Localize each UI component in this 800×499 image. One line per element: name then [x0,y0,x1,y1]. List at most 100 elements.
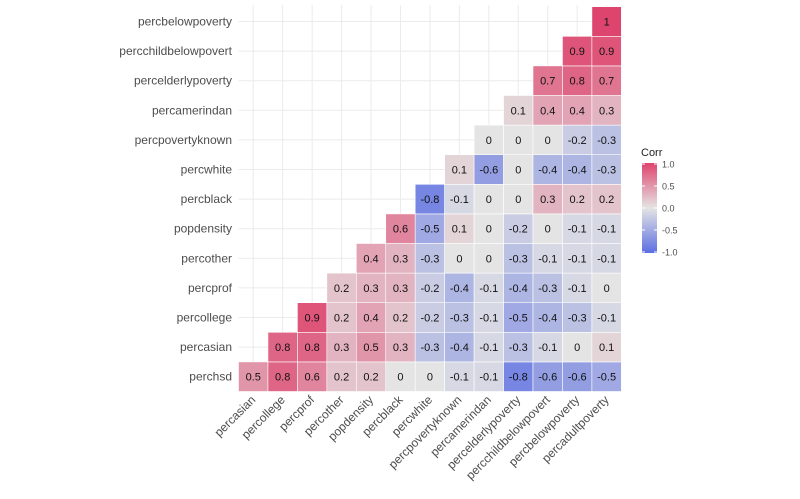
cell-value-label: 0.4 [540,105,555,117]
heatmap-cell [532,184,563,215]
heatmap-cell [503,124,534,155]
cell-value-label: 0 [604,283,610,295]
cell-value-label: 0.4 [363,313,378,325]
cell-value-label: -0.1 [450,194,469,206]
heatmap-cell [267,361,298,392]
heatmap-cell [562,243,593,274]
heatmap-cell [385,243,416,274]
heatmap-cell [591,302,622,333]
cell-value-label: -0.6 [568,372,587,384]
cell-value-label: 0 [486,224,492,236]
heatmap-cell [414,331,445,363]
cell-value-label: -0.1 [538,342,557,354]
cell-value-label: -0.1 [479,313,498,325]
heatmap-cell [473,154,504,185]
cell-value-label: -0.3 [597,165,616,177]
y-tick-label: percollege [177,311,233,325]
cell-value-label: 0 [515,165,521,177]
heatmap-cell [503,361,534,392]
heatmap-cell [532,95,563,126]
cell-value-label: -0.4 [450,342,469,354]
cell-value-label: 0.3 [363,283,378,295]
cell-value-label: 0.8 [275,372,290,384]
heatmap-cell [473,184,504,215]
heatmap-cell [532,65,563,96]
cell-value-label: -0.1 [479,342,498,354]
cell-value-label: 0 [545,224,551,236]
cell-value-label: 0.7 [599,76,614,88]
cell-value-label: -0.2 [420,313,439,325]
heatmap-cell [562,154,593,185]
cell-value-label: -0.1 [597,313,616,325]
legend-title: Corr [641,147,663,159]
cell-value-label: -0.1 [568,253,587,265]
legend-tick-label: 0.5 [662,182,675,192]
y-tick-label: percbelowpoverty [138,15,232,29]
cell-value-label: 0 [545,135,551,147]
cell-value-label: 0 [515,194,521,206]
heatmap-cell [473,361,504,392]
heatmap-cell [562,35,593,67]
legend-tick-label: -1.0 [662,248,678,258]
cell-value-label: 0.3 [334,342,349,354]
y-tick-label: popdensity [174,222,232,236]
cell-value-label: -0.3 [509,342,528,354]
cell-value-label: 0.6 [304,372,319,384]
cell-value-label: -0.1 [597,253,616,265]
heatmap-cell [532,243,563,274]
cell-value-label: 0.2 [393,313,408,325]
cell-value-label: -0.5 [597,372,616,384]
cell-value-label: -0.6 [479,165,498,177]
cell-value-label: 0.3 [540,194,555,206]
heatmap-cell [414,213,445,244]
heatmap-cell [385,213,416,244]
cell-value-label: 0.9 [599,46,614,58]
cell-value-label: -0.3 [450,313,469,325]
legend-tick-label: 0.0 [662,204,675,214]
cell-value-label: 0.9 [304,313,319,325]
heatmap-cell [532,272,563,304]
y-tick-label: perchsd [189,370,232,384]
cell-value-label: 0 [397,372,403,384]
cell-value-label: 0.5 [246,372,261,384]
cell-value-label: 0.4 [363,253,378,265]
heatmap-cell [591,361,622,392]
cell-value-label: -0.2 [509,224,528,236]
heatmap-cell [267,331,298,363]
cell-value-label: 0.8 [275,342,290,354]
cell-value-label: -0.8 [509,372,528,384]
cell-value-label: -0.8 [420,194,439,206]
cell-value-label: 0.2 [334,283,349,295]
cell-value-label: -0.5 [420,224,439,236]
legend-colorbar [642,163,657,253]
cell-value-label: 0.3 [393,253,408,265]
heatmap-cell [562,331,593,363]
cell-value-label: -0.6 [538,372,557,384]
heatmap-cell [562,361,593,392]
heatmap-cell [444,213,475,244]
heatmap-cell [532,124,563,155]
heatmap-cell [297,361,328,392]
heatmap-cell [444,154,475,185]
heatmap-cell [591,124,622,155]
cell-value-label: -0.1 [538,253,557,265]
heatmap-cell [562,65,593,96]
heatmap-cell [591,154,622,185]
cell-value-label: -0.3 [420,342,439,354]
y-tick-label: percother [181,251,232,265]
heatmap-cell [562,213,593,244]
heatmap-cell [503,302,534,333]
cell-value-label: -0.2 [420,283,439,295]
heatmap-cell [326,331,357,363]
cell-value-label: -0.4 [509,283,528,295]
cell-value-label: 0.1 [452,165,467,177]
heatmap-cell [591,331,622,363]
heatmap-cells: 0.5 0.8 0.6 0.2 0.2 0 0 -0.1 -0.1 -0.8 -0.6 -0.6 -0.… [238,6,622,392]
cell-value-label: -0.4 [450,283,469,295]
legend: Corr 1.0 0.5 0.0 -0.5 -1.0 [641,147,678,258]
heatmap-cell [562,302,593,333]
cell-value-label: -0.4 [568,165,587,177]
cell-value-label: 0.1 [599,342,614,354]
heatmap-cell [562,184,593,215]
